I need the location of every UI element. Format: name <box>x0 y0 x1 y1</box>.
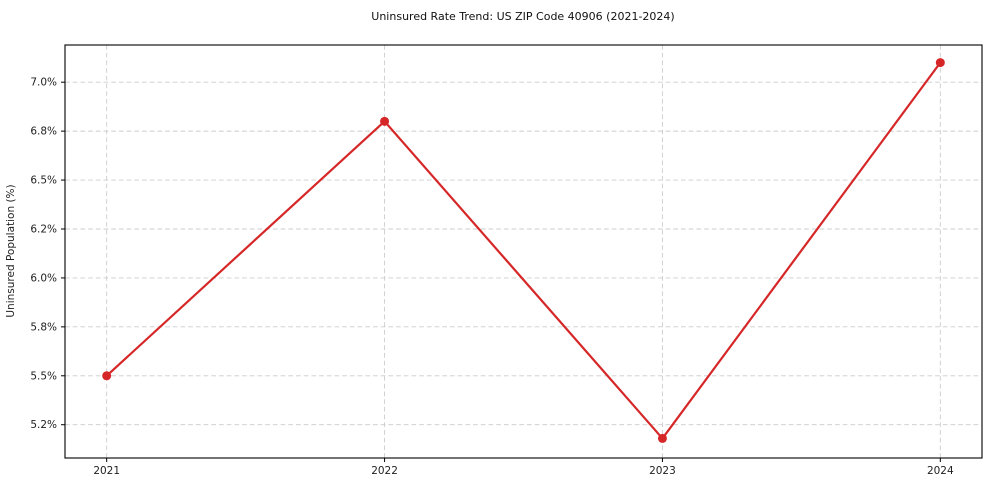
ticks-layer: 5.2% 5.5% 5.8% 6.0% 6.2% 6.5% 6.8% 7.0% 2021 2022… <box>30 77 954 477</box>
data-point-2023 <box>657 433 667 443</box>
x-tick-label: 2024 <box>927 465 954 477</box>
y-tick-label: 6.2% <box>30 223 57 235</box>
chart-title: Uninsured Rate Trend: US ZIP Code 40906 … <box>371 10 674 23</box>
plot-border <box>64 44 983 459</box>
data-point-2022 <box>380 116 390 126</box>
trend-line <box>105 61 942 440</box>
data-point-2021 <box>102 371 112 381</box>
x-tick-label: 2022 <box>371 465 398 477</box>
y-axis-label: Uninsured Population (%) <box>5 184 17 317</box>
y-tick-label: 6.0% <box>30 272 57 284</box>
series-layer <box>102 58 945 443</box>
y-tick-label: 5.5% <box>30 370 57 382</box>
x-tick-label: 2021 <box>93 465 120 477</box>
y-tick-label: 7.0% <box>30 77 57 89</box>
x-tick-label: 2023 <box>649 465 676 477</box>
data-point-2024 <box>935 58 945 68</box>
y-tick-label: 5.8% <box>30 321 57 333</box>
grid-layer <box>65 45 982 458</box>
y-tick-label: 6.5% <box>30 175 57 187</box>
y-tick-label: 5.2% <box>30 419 57 431</box>
y-tick-label: 6.8% <box>30 126 57 138</box>
